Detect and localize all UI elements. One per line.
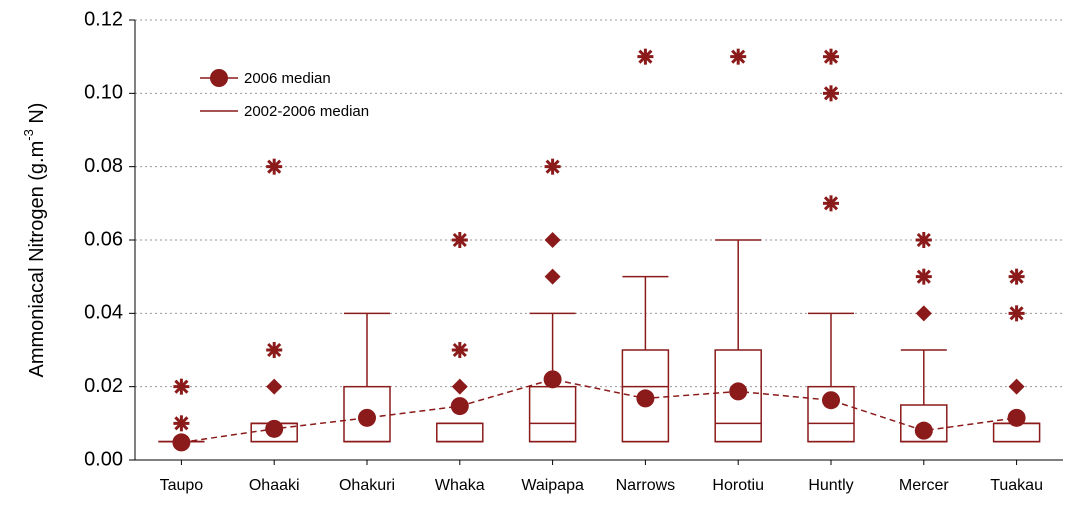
outlier-marker: [915, 305, 932, 322]
extreme-marker: [1008, 268, 1025, 285]
outlier-marker: [1008, 378, 1025, 395]
extreme-marker: [451, 342, 468, 358]
extreme-marker: [1008, 305, 1025, 322]
y-tick-label: 0.08: [84, 155, 123, 177]
median-2006-point: [172, 433, 191, 452]
y-axis-label: Ammoniacal Nitrogen (g.m-3 N): [21, 103, 48, 378]
extreme-marker: [266, 158, 283, 175]
y-label-main: Ammoniacal Nitrogen (g.m: [26, 141, 48, 378]
median-2006-point: [914, 421, 933, 440]
extreme-marker: [915, 268, 932, 285]
extreme-marker: [451, 232, 468, 248]
x-tick-label: Narrows: [616, 477, 676, 494]
extreme-marker: [173, 378, 190, 395]
y-tick-label: 0.00: [84, 448, 123, 470]
outlier-marker: [451, 378, 468, 395]
box: [436, 422, 484, 443]
box: [528, 385, 577, 443]
legend-marker: [210, 69, 228, 87]
extreme-marker: [544, 158, 561, 175]
y-tick-label: 0.12: [84, 8, 123, 30]
median-2006-point: [729, 382, 748, 401]
extreme-marker: [266, 342, 283, 358]
y-tick-label: 0.02: [84, 375, 123, 397]
x-tick-label: Waipapa: [521, 477, 584, 494]
extreme-marker: [730, 48, 747, 65]
median-2006-point: [636, 389, 655, 408]
y-label-end: N): [26, 103, 48, 130]
box: [714, 349, 762, 443]
x-tick-label: Huntly: [808, 477, 853, 494]
extreme-marker: [915, 232, 932, 248]
y-tick-label: 0.10: [84, 82, 123, 104]
x-tick-label: Taupo: [160, 477, 204, 494]
extreme-marker: [823, 48, 839, 65]
median-2006-point: [1007, 408, 1026, 427]
extreme-marker: [637, 48, 654, 65]
median-2006-point: [543, 370, 562, 389]
box: [621, 349, 670, 443]
outlier-marker: [266, 378, 283, 395]
x-tick-label: Tuakau: [990, 477, 1043, 494]
outlier-marker: [544, 232, 561, 248]
extreme-marker: [823, 85, 839, 102]
y-tick-label: 0.04: [84, 302, 123, 324]
x-tick-label: Mercer: [899, 477, 949, 494]
outlier-marker: [544, 268, 561, 285]
median-2006-point: [822, 391, 840, 410]
box: [807, 385, 855, 443]
y-label-sup: -3: [21, 129, 36, 141]
median-2006-point: [358, 408, 376, 427]
median-2006-line: [181, 378, 1017, 444]
x-tick-label: Ohakuri: [339, 477, 395, 494]
median-2006-point: [265, 419, 284, 438]
median-2006-point: [450, 397, 469, 416]
y-tick-label: 0.06: [84, 228, 123, 250]
extreme-marker: [173, 415, 190, 432]
legend-label: 2002-2006 median: [244, 103, 369, 120]
extreme-marker: [823, 195, 839, 212]
x-tick-label: Whaka: [435, 477, 485, 494]
x-tick-label: Ohaaki: [249, 477, 300, 494]
legend-label: 2006 median: [244, 70, 331, 87]
x-tick-label: Horotiu: [712, 477, 764, 494]
